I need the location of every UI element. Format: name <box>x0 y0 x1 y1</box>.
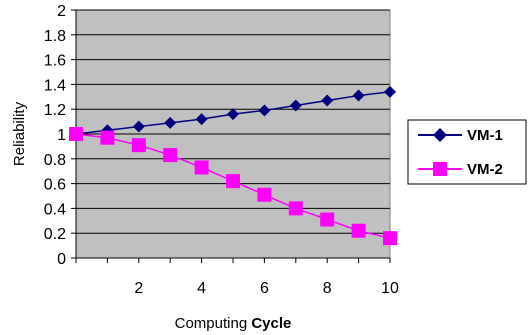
y-tick-label: 1.8 <box>44 28 66 45</box>
y-tick-label: 0.4 <box>44 201 66 218</box>
data-point-vm-2 <box>257 187 272 202</box>
x-tick-label: 4 <box>197 280 206 297</box>
data-point-vm-1 <box>164 116 177 129</box>
data-point-vm-2 <box>351 223 366 238</box>
data-point-vm-1 <box>227 108 239 121</box>
y-tick-label: 1.4 <box>44 77 66 94</box>
x-axis-title: Computing Cycle <box>175 315 292 332</box>
data-point-vm-2 <box>131 138 146 153</box>
x-tick-label: 2 <box>134 280 143 297</box>
x-tick-label: 10 <box>381 280 399 297</box>
y-tick-label: 0.6 <box>44 177 66 194</box>
x-axis-tick-labels: 2 4 6 8 10 <box>134 280 399 297</box>
legend-label-vm-2: VM-2 <box>467 161 503 178</box>
y-tick-label: 2 <box>57 3 66 20</box>
y-tick-label: 1.6 <box>44 53 66 70</box>
y-tick-label: 0.8 <box>44 152 66 169</box>
y-tick-label: 1 <box>57 127 66 144</box>
legend: VM-1 VM-2 <box>407 119 527 185</box>
x-axis-title-part-2: Cycle <box>251 315 291 332</box>
data-point-vm-2 <box>194 160 209 175</box>
x-axis-title-part-1: Computing <box>175 315 252 332</box>
data-point-vm-2 <box>69 127 83 141</box>
legend-marker-vm-2 <box>433 162 447 176</box>
data-point-vm-1 <box>258 104 271 117</box>
legend-marker-vm-1 <box>433 128 447 142</box>
data-point-vm-2 <box>226 174 240 189</box>
y-tick-label: 1.2 <box>44 102 66 119</box>
data-point-vm-2 <box>100 130 115 145</box>
data-series <box>69 85 397 246</box>
x-tick-label: 8 <box>323 280 332 297</box>
y-axis-tick-labels: 0 0.2 0.4 0.6 0.8 1 1.2 1.4 1.6 1.8 2 <box>44 3 66 268</box>
data-point-vm-2 <box>163 148 178 163</box>
legend-box <box>407 119 527 185</box>
y-axis-title: Reliability <box>11 101 28 166</box>
data-point-vm-1 <box>195 113 208 126</box>
data-point-vm-2 <box>320 212 335 227</box>
data-point-vm-2 <box>383 231 397 246</box>
y-tick-label: 0 <box>57 251 66 268</box>
data-point-vm-1 <box>352 89 365 102</box>
data-point-vm-1 <box>132 120 145 133</box>
data-point-vm-1 <box>289 99 302 112</box>
data-point-vm-1 <box>321 94 334 107</box>
data-point-vm-1 <box>384 85 396 98</box>
x-tick-label: 6 <box>260 280 269 297</box>
data-point-vm-2 <box>288 201 303 216</box>
legend-label-vm-1: VM-1 <box>467 127 503 144</box>
gridlines <box>76 9 390 234</box>
y-tick-label: 0.2 <box>44 226 66 243</box>
